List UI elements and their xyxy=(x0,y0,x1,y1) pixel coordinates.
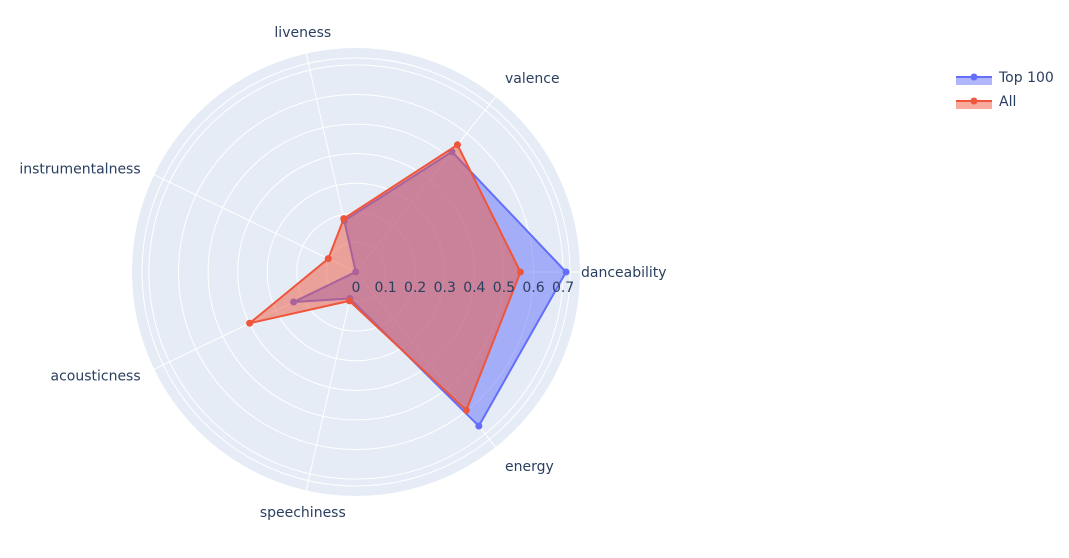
category-label-danceability: danceability xyxy=(581,265,667,281)
data-point xyxy=(340,215,348,223)
category-labels: danceability energy speechiness acousticnes… xyxy=(19,25,666,521)
radial-tick-label: 0.4 xyxy=(463,280,485,296)
series-all xyxy=(246,141,524,414)
data-point xyxy=(562,268,570,276)
data-point xyxy=(462,406,470,414)
legend-item-top-100[interactable]: Top 100 xyxy=(956,70,1054,86)
data-point xyxy=(246,319,254,327)
radial-tick-labels: 0 0.1 0.2 0.3 0.4 0.5 0.6 0.7 xyxy=(352,280,575,296)
series-layer xyxy=(246,141,570,430)
legend-swatch xyxy=(956,77,992,85)
category-label-valence: valence xyxy=(505,71,560,87)
legend: Top 100 All xyxy=(956,70,1054,110)
radial-tick-label: 0.6 xyxy=(522,280,544,296)
radial-tick-label: 0.3 xyxy=(434,280,456,296)
radial-tick-label: 0 xyxy=(352,280,361,296)
category-label-energy: energy xyxy=(505,459,554,475)
radial-tick-label: 0.1 xyxy=(374,280,396,296)
grid-spoke xyxy=(305,271,357,491)
grid-spoke xyxy=(153,174,357,273)
legend-label: All xyxy=(999,94,1016,110)
category-label-acousticness: acousticness xyxy=(50,369,140,385)
legend-item-all[interactable]: All xyxy=(956,94,1016,110)
data-point xyxy=(516,268,524,276)
data-point xyxy=(453,141,461,149)
category-label-liveness: liveness xyxy=(274,25,331,41)
legend-marker xyxy=(970,73,978,81)
data-point xyxy=(324,255,332,263)
legend-swatch xyxy=(956,101,992,109)
series-area xyxy=(248,143,522,412)
data-point xyxy=(345,297,353,305)
legend-marker xyxy=(970,97,978,105)
radial-tick-label: 0.2 xyxy=(404,280,426,296)
category-label-speechiness: speechiness xyxy=(260,505,346,521)
radial-tick-label: 0.5 xyxy=(493,280,515,296)
radial-tick-label: 0.7 xyxy=(552,280,574,296)
category-label-instrumentalness: instrumentalness xyxy=(19,161,140,177)
legend-label: Top 100 xyxy=(998,70,1054,86)
data-point xyxy=(475,422,483,430)
